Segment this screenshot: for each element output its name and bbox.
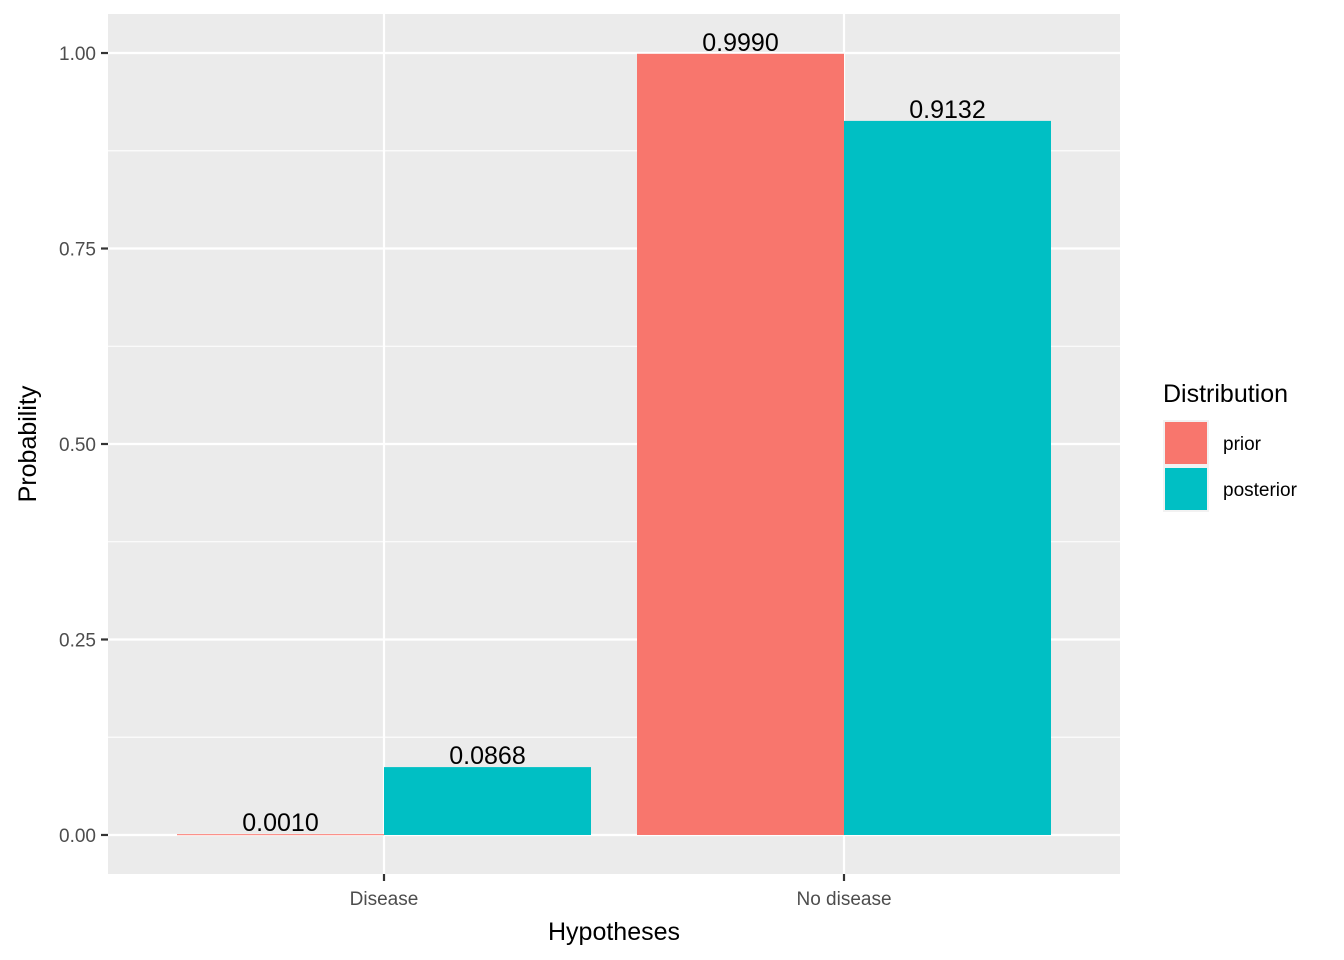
data-label: 0.0868 <box>449 742 525 770</box>
y-tick-label: 0.00 <box>59 826 96 847</box>
bars <box>177 53 1051 836</box>
bar-prior-no-disease <box>637 53 844 835</box>
x-axis: Disease No disease <box>350 874 892 910</box>
legend-label: posterior <box>1223 480 1298 501</box>
legend-swatch-prior <box>1165 422 1207 464</box>
y-tick-label: 0.25 <box>59 630 96 651</box>
data-label: 0.9990 <box>702 29 778 57</box>
legend: Distribution prior posterior <box>1163 380 1298 512</box>
bar-posterior-no-disease <box>844 120 1051 835</box>
legend-label: prior <box>1223 434 1262 455</box>
y-tick-label: 0.50 <box>59 435 96 456</box>
legend-title: Distribution <box>1163 380 1288 408</box>
bar-prior-disease <box>177 834 384 836</box>
x-tick-label: Disease <box>350 889 419 910</box>
data-label: 0.9132 <box>909 96 985 124</box>
y-axis-title: Probability <box>14 385 42 502</box>
y-axis: 0.00 0.25 0.50 0.75 1.00 <box>59 44 108 847</box>
y-tick-label: 0.75 <box>59 240 96 261</box>
y-tick-label: 1.00 <box>59 44 96 65</box>
data-labels: 0.0010 0.0868 0.9990 0.9132 <box>242 29 985 837</box>
legend-swatch-posterior <box>1165 468 1207 510</box>
x-axis-title: Hypotheses <box>548 918 680 946</box>
data-label: 0.0010 <box>242 809 318 837</box>
bar-posterior-disease <box>384 767 591 835</box>
x-tick-label: No disease <box>796 889 891 910</box>
